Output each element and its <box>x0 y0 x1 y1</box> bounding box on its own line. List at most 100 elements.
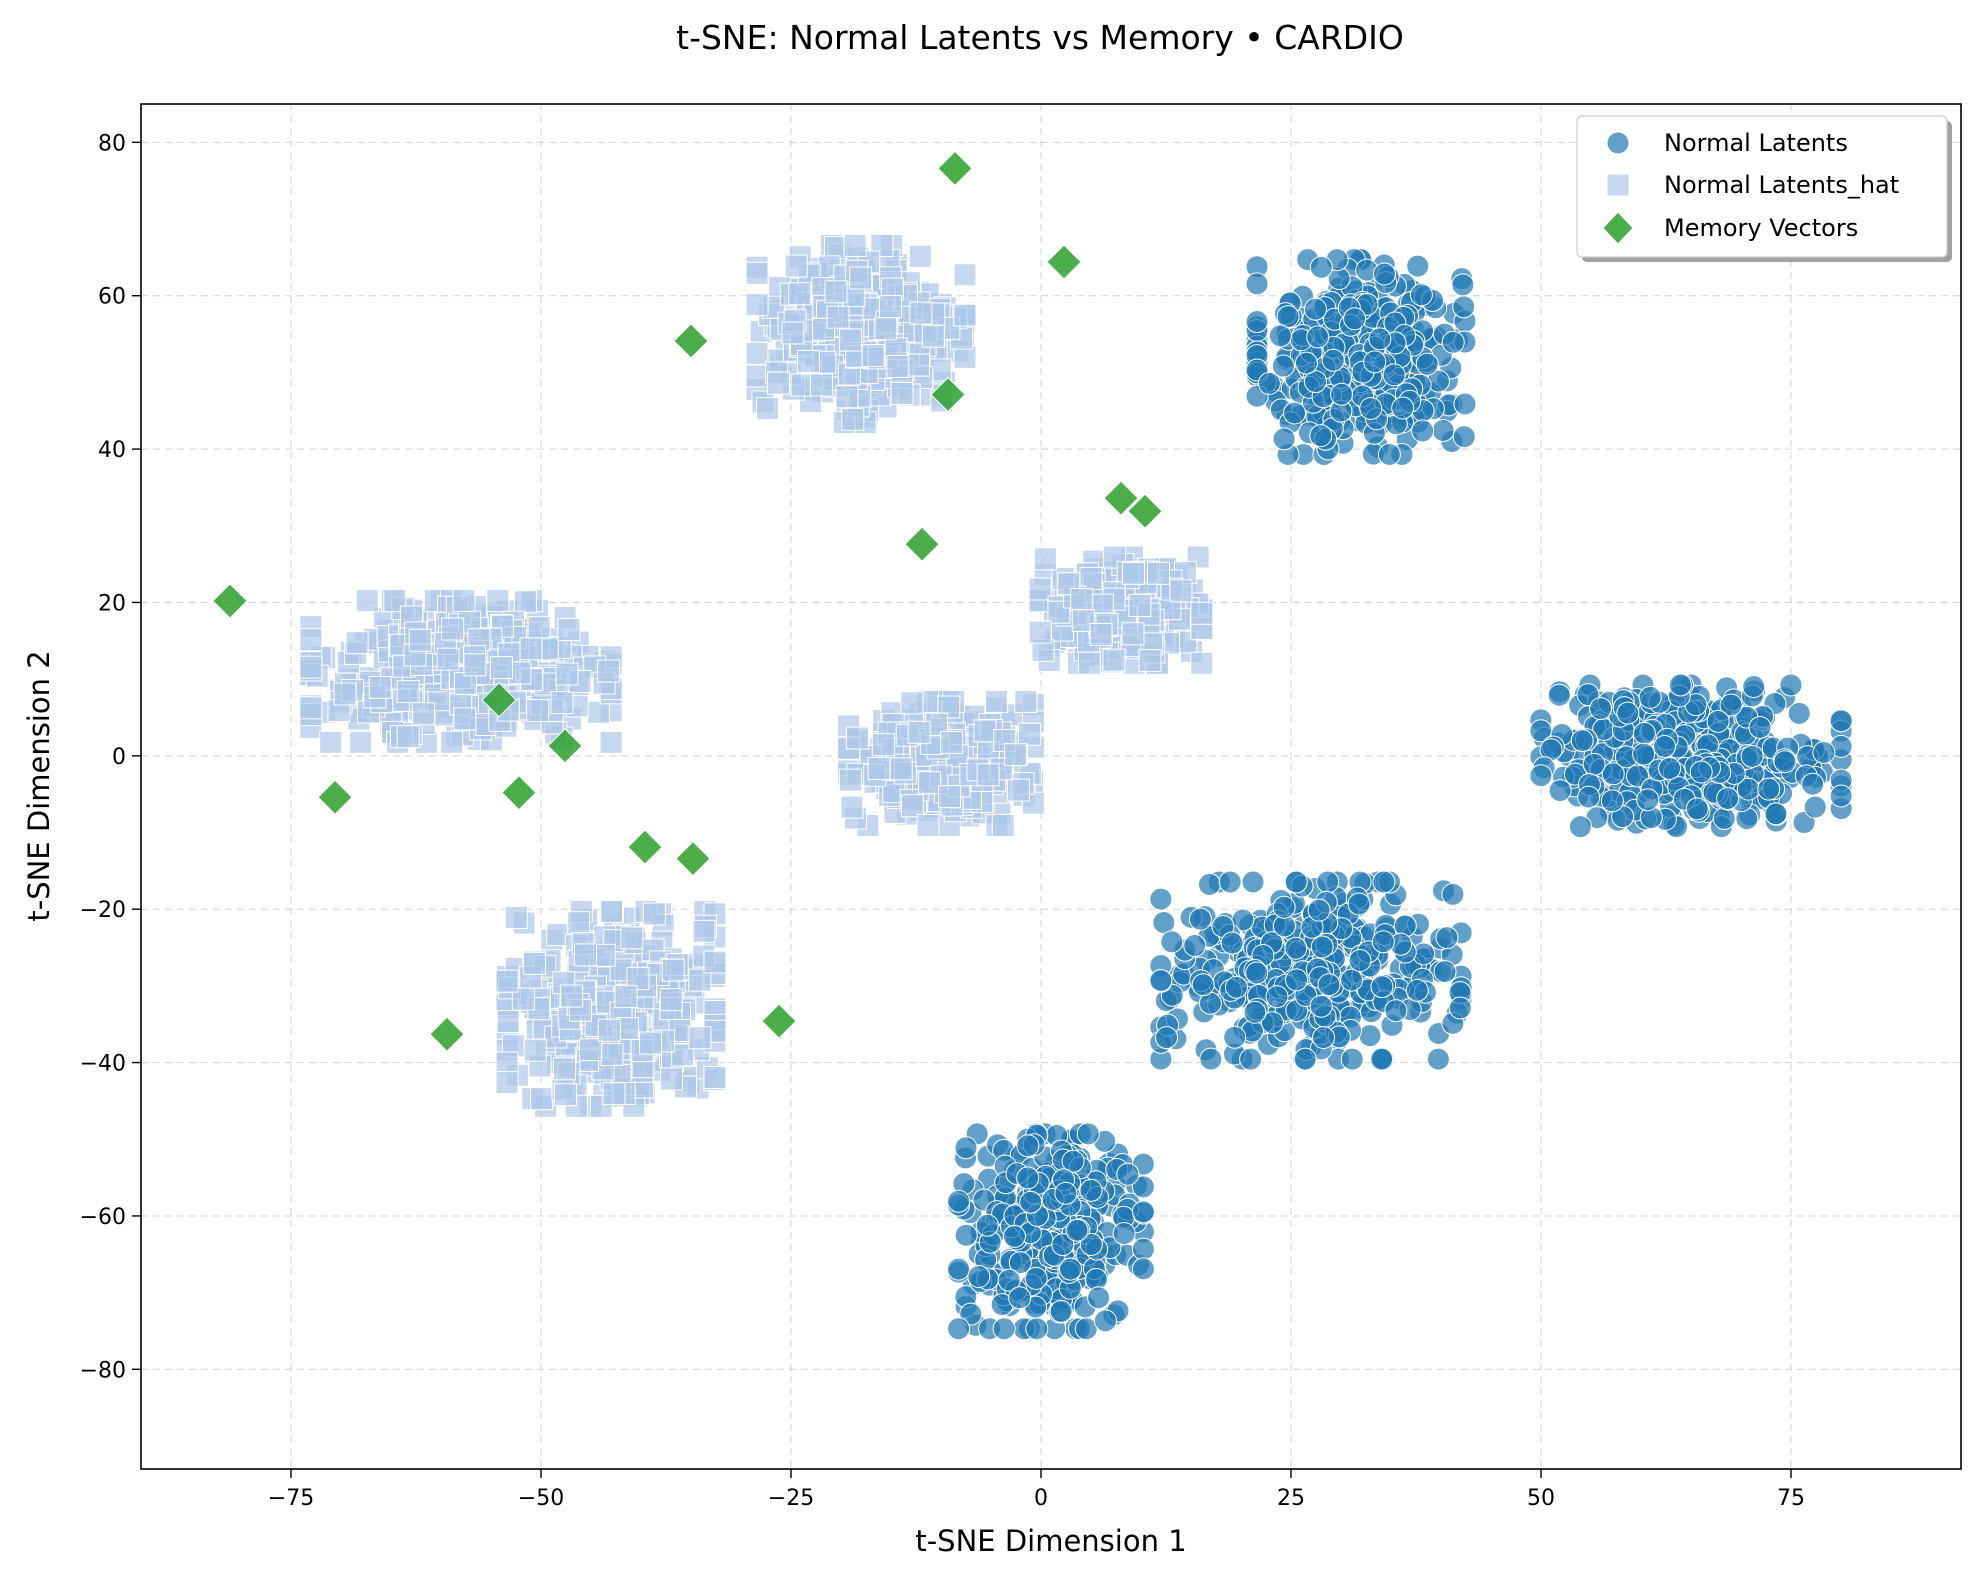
normal-latent-hat-point <box>408 628 432 652</box>
normal-latent-point <box>1787 701 1811 725</box>
normal-latent-point <box>1241 870 1265 894</box>
normal-latent-point <box>1294 351 1318 375</box>
normal-latent-hat-point <box>1190 601 1214 625</box>
normal-latent-point <box>1452 295 1476 319</box>
x-tick-label: −75 <box>268 1486 314 1511</box>
normal-latent-hat-point <box>299 628 323 652</box>
normal-latent-point <box>1049 1299 1073 1323</box>
normal-latent-hat-point <box>767 371 791 395</box>
normal-latent-point <box>1600 789 1624 813</box>
normal-latent-point <box>1712 806 1736 830</box>
normal-latent-hat-point <box>703 950 727 974</box>
normal-latent-point <box>1358 1024 1382 1048</box>
normal-latent-hat-point <box>838 768 862 792</box>
normal-latent-hat-point <box>411 702 435 726</box>
normal-latent-point <box>1112 1221 1136 1245</box>
normal-latent-hat-point <box>495 969 519 993</box>
x-tick-label: −50 <box>518 1486 564 1511</box>
normal-latent-point <box>947 1257 971 1281</box>
normal-latent-point <box>1272 895 1296 919</box>
normal-latent-hat-point <box>1003 743 1027 767</box>
normal-latent-point <box>1812 740 1836 764</box>
normal-latent-point <box>1372 262 1396 286</box>
normal-latent-point <box>967 1265 991 1289</box>
normal-latent-point <box>1131 1175 1155 1199</box>
normal-latent-hat-point <box>602 1082 626 1106</box>
data-points <box>212 150 1853 1341</box>
normal-latent-hat-point <box>973 719 997 743</box>
normal-latent-point <box>1384 999 1408 1023</box>
normal-latent-hat-point <box>557 618 581 642</box>
normal-latent-point <box>1272 427 1296 451</box>
chart-title: t-SNE: Normal Latents vs Memory • CARDIO <box>676 18 1404 57</box>
normal-latent-point <box>1271 354 1295 378</box>
legend-label-normal-latents-hat: Normal Latents_hat <box>1664 171 1899 199</box>
normal-latent-point <box>1391 396 1415 420</box>
normal-latent-point <box>1131 1200 1155 1224</box>
normal-latent-point <box>1370 975 1394 999</box>
normal-latent-point <box>1740 744 1764 768</box>
normal-latent-hat-point <box>890 381 914 405</box>
normal-latent-point <box>1051 1233 1075 1257</box>
normal-latent-hat-point <box>940 730 964 754</box>
normal-latent-hat-point <box>489 656 513 680</box>
normal-latent-hat-point <box>900 691 924 715</box>
normal-latent-hat-point <box>453 707 477 731</box>
y-tick-label: 20 <box>98 591 126 616</box>
normal-latent-point <box>1303 370 1327 394</box>
normal-latent-point <box>1625 764 1649 788</box>
normal-latent-hat-point <box>1033 547 1057 571</box>
normal-latent-point <box>1359 396 1383 420</box>
normal-latent-hat-point <box>299 655 323 679</box>
normal-latent-hat-point <box>845 726 869 750</box>
normal-latent-point <box>1829 784 1853 808</box>
normal-latent-hat-point <box>889 757 913 781</box>
normal-latent-point <box>1382 363 1406 387</box>
normal-latent-hat-point <box>349 730 373 754</box>
normal-latent-hat-point <box>463 653 487 677</box>
normal-latent-point <box>1632 742 1656 766</box>
normal-latent-hat-point <box>953 303 977 327</box>
normal-latent-point <box>1284 936 1308 960</box>
normal-latent-point <box>1065 1218 1089 1242</box>
normal-latent-hat-point <box>871 733 895 757</box>
normal-latent-point <box>1149 887 1173 911</box>
normal-latent-point <box>1309 424 1333 448</box>
y-tick-label: −40 <box>80 1052 126 1077</box>
y-tick-label: 80 <box>98 131 126 156</box>
normal-latent-point <box>1265 985 1289 1009</box>
normal-latent-hat-point <box>745 293 769 317</box>
normal-latent-point <box>1307 898 1331 922</box>
normal-latent-hat-point <box>1028 620 1052 644</box>
normal-latent-hat-point <box>824 236 848 260</box>
normal-latent-point <box>1008 1251 1032 1275</box>
normal-latent-point <box>1220 931 1244 955</box>
normal-latent-point <box>1312 1026 1336 1050</box>
normal-latent-point <box>1803 795 1827 819</box>
normal-latent-point <box>1685 797 1709 821</box>
normal-latent-point <box>1570 729 1594 753</box>
normal-latent-hat-point <box>1146 561 1170 585</box>
normal-latent-point <box>1431 418 1455 442</box>
normal-latent-point <box>1149 968 1173 992</box>
normal-latent-point <box>947 1189 971 1213</box>
normal-latent-hat-point <box>440 730 464 754</box>
normal-latent-hat-point <box>452 589 476 613</box>
normal-latent-hat-point <box>639 1031 663 1055</box>
normal-latent-hat-point <box>784 254 808 278</box>
normal-latent-hat-point <box>554 1083 578 1107</box>
normal-latent-hat-point <box>530 1087 554 1111</box>
normal-latent-point <box>1197 872 1221 896</box>
normal-latent-point <box>1019 1190 1043 1214</box>
normal-latent-point <box>1616 701 1640 725</box>
normal-latent-point <box>947 1317 971 1341</box>
normal-latent-hat-point <box>573 943 597 967</box>
normal-latent-point <box>1054 1181 1078 1205</box>
normal-latent-point <box>1183 934 1207 958</box>
normal-latent-hat-point <box>861 344 885 368</box>
normal-latent-hat-point <box>703 1065 727 1089</box>
normal-latent-hat-point <box>916 813 940 837</box>
normal-latent-hat-point <box>614 985 638 1009</box>
normal-latent-point <box>1317 973 1341 997</box>
